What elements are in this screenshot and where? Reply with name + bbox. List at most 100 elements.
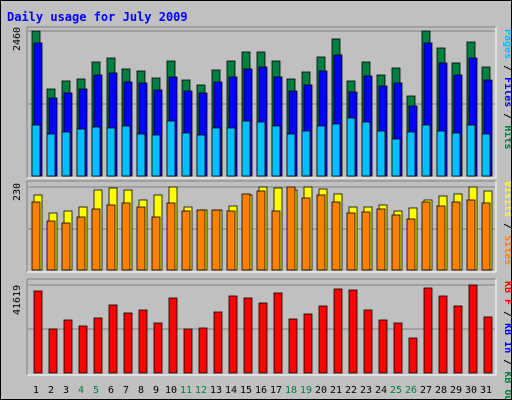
bar-kb-f-day-26 <box>408 337 418 374</box>
bar-sites-day-28 <box>436 205 446 271</box>
bar-sites-day-29 <box>451 201 461 271</box>
x-tick-label-14: 14 <box>225 385 237 396</box>
x-tick-label-12: 12 <box>195 385 207 396</box>
legend-separator: / <box>502 305 511 323</box>
bar-sites-day-4 <box>76 216 86 271</box>
legend-visits: Visits <box>502 181 511 217</box>
bar-pages-day-2 <box>46 133 56 177</box>
x-tick-label-21: 21 <box>330 385 342 396</box>
visits-sites-panel <box>26 180 497 273</box>
x-tick-label-5: 5 <box>93 385 99 396</box>
bar-kb-f-day-19 <box>303 313 313 374</box>
bar-pages-day-3 <box>61 131 71 177</box>
bar-sites-day-22 <box>346 212 356 271</box>
x-tick-label-11: 11 <box>180 385 192 396</box>
bar-kb-f-day-11 <box>183 328 193 374</box>
legend-files: Files <box>502 77 511 107</box>
bar-kb-f-day-2 <box>48 328 58 374</box>
bar-pages-day-18 <box>286 133 296 177</box>
bar-kb-f-day-28 <box>438 295 448 374</box>
legend-hits: Hits <box>502 125 511 149</box>
bar-pages-day-27 <box>421 124 431 177</box>
bar-kb-f-day-17 <box>273 292 283 374</box>
x-tick-label-13: 13 <box>210 385 222 396</box>
bar-kb-f-day-13 <box>213 311 223 374</box>
mid-y-max-label: 230 <box>12 183 23 201</box>
bar-pages-day-31 <box>481 133 491 177</box>
bar-kb-f-day-30 <box>468 284 478 374</box>
bar-kb-f-day-27 <box>423 287 433 374</box>
mid-legend: Visits / Sites <box>502 181 511 265</box>
x-tick-label-1: 1 <box>33 385 39 396</box>
legend-separator: / <box>502 217 511 235</box>
bar-kb-f-day-14 <box>228 295 238 374</box>
x-tick-label-3: 3 <box>63 385 69 396</box>
bar-kb-f-day-16 <box>258 302 268 374</box>
bot-y-max-label: 41619 <box>12 285 23 315</box>
x-tick-label-20: 20 <box>315 385 327 396</box>
x-tick-label-31: 31 <box>480 385 492 396</box>
bar-kb-f-day-12 <box>198 327 208 374</box>
x-tick-label-28: 28 <box>435 385 447 396</box>
bar-pages-day-15 <box>241 120 251 177</box>
bar-kb-f-day-15 <box>243 297 253 374</box>
bar-kb-f-day-4 <box>78 325 88 374</box>
bar-pages-day-17 <box>271 125 281 177</box>
bar-sites-day-17 <box>271 210 281 271</box>
bar-pages-day-20 <box>316 125 326 177</box>
bar-pages-day-9 <box>151 134 161 177</box>
bar-pages-day-1 <box>31 124 41 177</box>
legend-pages: Pages <box>502 29 511 59</box>
bar-pages-day-13 <box>211 127 221 177</box>
bar-pages-day-5 <box>91 126 101 177</box>
bar-pages-day-26 <box>406 131 416 177</box>
x-tick-label-25: 25 <box>390 385 402 396</box>
bar-kb-f-day-24 <box>378 319 388 374</box>
bar-pages-day-7 <box>121 125 131 177</box>
x-tick-label-7: 7 <box>123 385 129 396</box>
bar-kb-f-day-25 <box>393 322 403 374</box>
bar-pages-day-30 <box>466 124 476 177</box>
x-tick-label-24: 24 <box>375 385 387 396</box>
kbytes-panel <box>26 278 497 376</box>
legend-sites: Sites <box>502 235 511 265</box>
bar-sites-day-21 <box>331 201 341 271</box>
bar-kb-f-day-1 <box>33 290 43 374</box>
bar-sites-day-15 <box>241 193 251 271</box>
x-tick-label-9: 9 <box>153 385 159 396</box>
bar-sites-day-14 <box>226 210 236 271</box>
bar-pages-day-29 <box>451 132 461 177</box>
bar-sites-day-26 <box>406 218 416 271</box>
bar-sites-day-18 <box>286 186 296 271</box>
bar-kb-f-day-20 <box>318 305 328 374</box>
x-tick-label-17: 17 <box>270 385 282 396</box>
bar-sites-day-24 <box>376 208 386 271</box>
bar-kb-f-day-21 <box>333 288 343 374</box>
legend-kb-f: KB F <box>502 281 511 305</box>
x-tick-label-22: 22 <box>345 385 357 396</box>
bar-sites-day-2 <box>46 220 56 271</box>
top-legend: Pages / Files / Hits <box>502 29 511 149</box>
x-tick-label-15: 15 <box>240 385 252 396</box>
bar-sites-day-6 <box>106 204 116 271</box>
hits-files-pages-panel <box>26 26 497 179</box>
bar-kb-f-day-9 <box>153 322 163 374</box>
bar-sites-day-20 <box>316 194 326 271</box>
bar-sites-day-8 <box>136 206 146 271</box>
x-tick-label-6: 6 <box>108 385 114 396</box>
bar-sites-day-7 <box>121 202 131 271</box>
x-tick-label-26: 26 <box>405 385 417 396</box>
legend-separator: / <box>502 59 511 77</box>
legend-kb-out: KB Out <box>502 371 511 399</box>
bar-pages-day-21 <box>331 123 341 177</box>
bar-pages-day-12 <box>196 134 206 177</box>
bar-pages-day-10 <box>166 120 176 177</box>
bar-sites-day-3 <box>61 222 71 271</box>
legend-separator: / <box>502 353 511 371</box>
bar-sites-day-16 <box>256 190 266 271</box>
legend-kb-in: KB In <box>502 323 511 353</box>
bar-pages-day-24 <box>376 130 386 177</box>
bar-pages-day-4 <box>76 128 86 177</box>
